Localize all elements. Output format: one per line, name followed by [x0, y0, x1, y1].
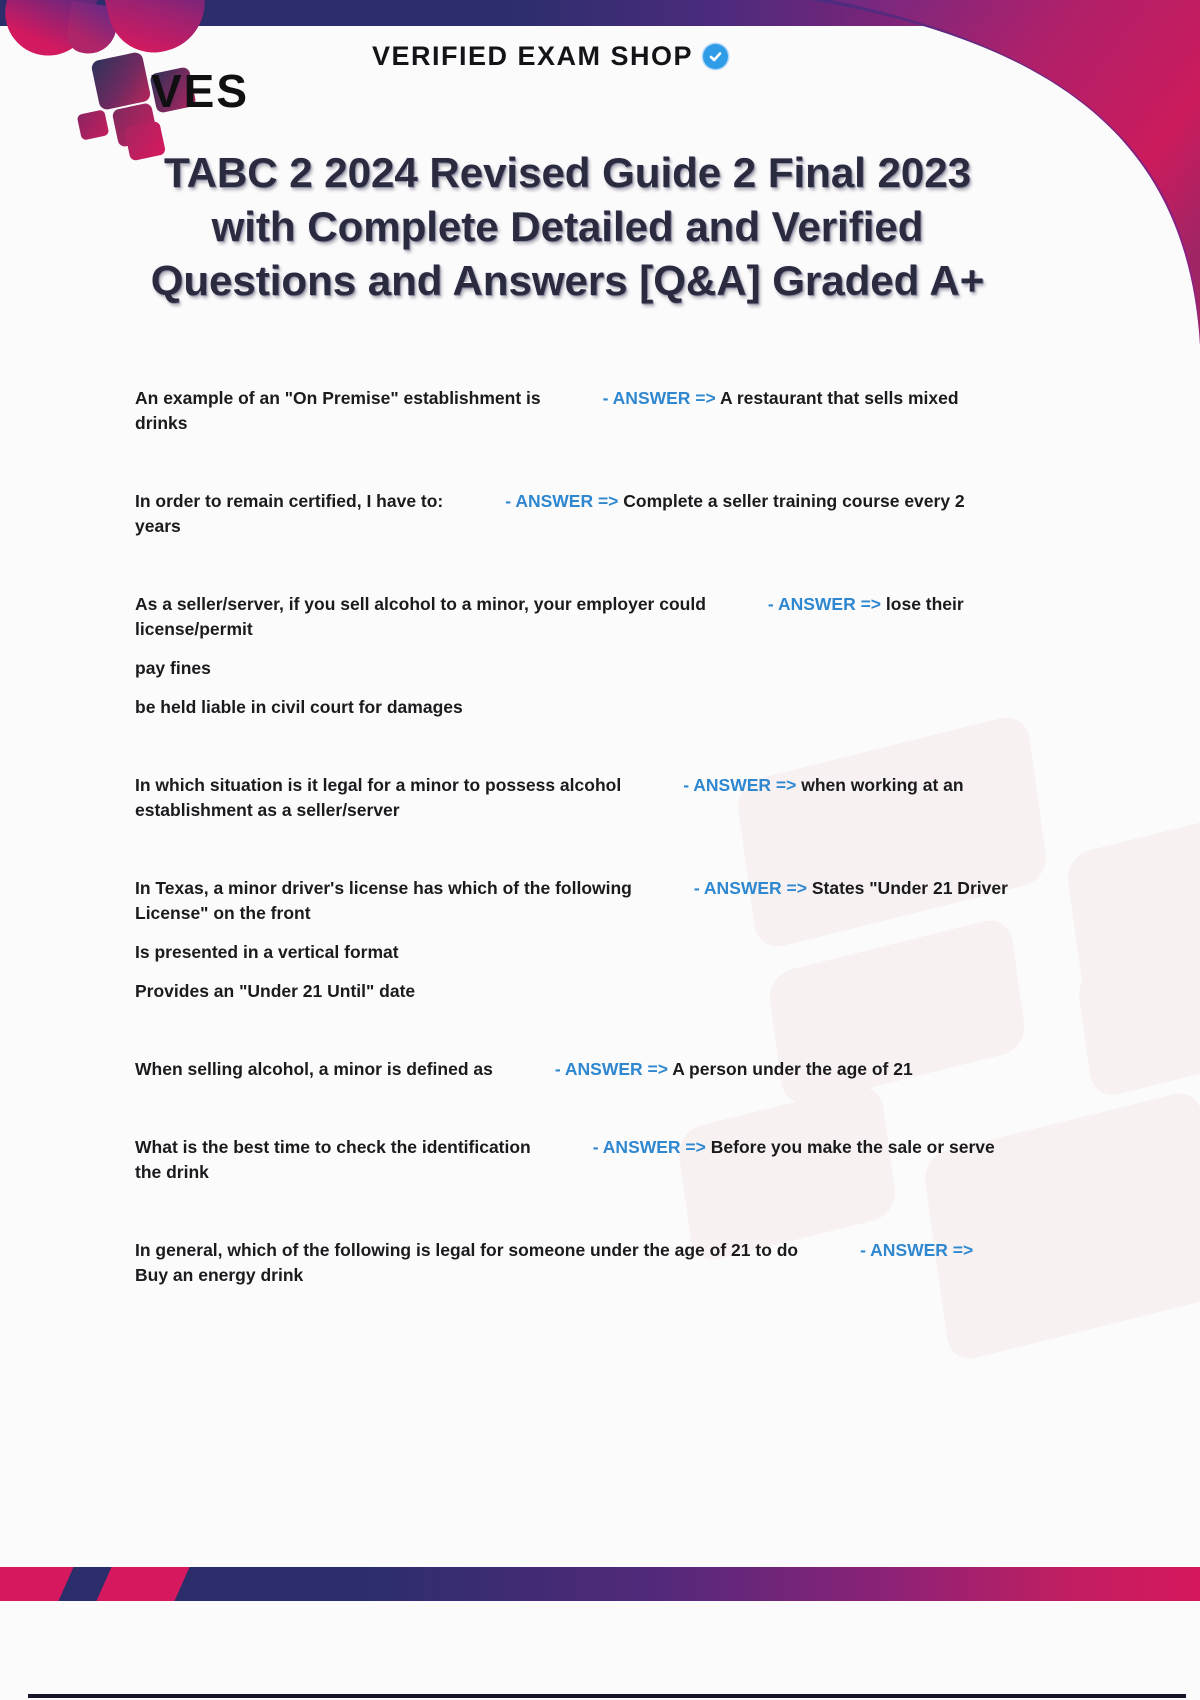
qa-item: In general, which of the following is le…: [135, 1238, 1011, 1288]
answer-label: ANSWER =>: [693, 775, 797, 795]
shop-title: VERIFIED EXAM SHOP: [371, 40, 694, 71]
qa-item: As a seller/server, if you sell alcohol …: [135, 592, 1011, 720]
answer-separator: -: [554, 1059, 561, 1079]
qa-item: In which situation is it legal for a min…: [135, 773, 1011, 823]
qa-item: In Texas, a minor driver's license has w…: [135, 876, 1011, 1004]
qa-item: When selling alcohol, a minor is defined…: [135, 1057, 1011, 1082]
qa-line: An example of an "On Premise" establishm…: [135, 386, 1011, 436]
answer-label: ANSWER =>: [602, 1137, 706, 1157]
answer-extra-line: Provides an "Under 21 Until" date: [135, 981, 416, 1001]
question-text: When selling alcohol, a minor is defined…: [135, 1059, 493, 1079]
qa-line: In general, which of the following is le…: [135, 1238, 1011, 1288]
qa-line: In which situation is it legal for a min…: [135, 773, 1011, 823]
qa-line: When selling alcohol, a minor is defined…: [135, 1057, 1011, 1082]
ves-logo: VES: [76, 50, 305, 162]
answer-extra-line: be held liable in civil court for damage…: [135, 697, 463, 717]
answer-label: ANSWER =>: [777, 594, 882, 614]
qa-line: In Texas, a minor driver's license has w…: [135, 876, 1011, 926]
qa-line: In order to remain certified, I have to:…: [135, 489, 1011, 539]
qa-line: What is the best time to check the ident…: [135, 1135, 1011, 1185]
answer-text: lose their license/permit: [135, 594, 964, 639]
answer-text: States "Under 21 Driver License" on the …: [135, 878, 1008, 923]
bottom-band-stripe: [93, 1567, 193, 1601]
qa-item: An example of an "On Premise" establishm…: [135, 386, 1011, 436]
question-text: What is the best time to check the ident…: [135, 1137, 531, 1157]
answer-text: when working at an establishment as a se…: [135, 775, 964, 820]
document-title-line: with Complete Detailed and Verified: [211, 203, 924, 250]
answer-label: ANSWER =>: [564, 1059, 668, 1079]
question-text: In order to remain certified, I have to:: [135, 491, 444, 511]
logo-square-icon: [90, 51, 152, 111]
answer-label: ANSWER =>: [515, 491, 619, 511]
answer-separator: -: [592, 1137, 599, 1157]
qa-item: In order to remain certified, I have to:…: [135, 489, 1011, 539]
answer-separator: -: [693, 878, 700, 898]
answer-text: Buy an energy drink: [135, 1265, 304, 1285]
qa-line: As a seller/server, if you sell alcohol …: [135, 592, 1011, 642]
document-title-line: Questions and Answers [Q&A] Graded A+: [150, 257, 985, 304]
answer-text: A person under the age of 21: [672, 1059, 913, 1079]
logo-text: VES: [151, 65, 250, 117]
bottom-band-stripe: [0, 1567, 77, 1601]
answer-text: A restaurant that sells mixed drinks: [135, 388, 959, 433]
document-title-line: TABC 2 2024 Revised Guide 2 Final 2023: [164, 149, 971, 196]
top-right-corner-decoration: [810, 0, 1200, 345]
bottom-border-line: [28, 1694, 1186, 1698]
answer-extra-line: Is presented in a vertical format: [135, 942, 399, 962]
logo-square-icon: [76, 109, 110, 141]
answer-extra-line: pay fines: [135, 658, 211, 678]
brand-header: VERIFIED EXAM SHOP: [230, 36, 870, 76]
answer-separator: -: [683, 775, 690, 795]
qa-item: What is the best time to check the ident…: [135, 1135, 1011, 1185]
question-text: In Texas, a minor driver's license has w…: [135, 878, 632, 898]
bottom-band-decoration: [0, 1567, 1200, 1601]
verified-badge-icon: [703, 43, 729, 69]
answer-label: ANSWER =>: [612, 388, 716, 408]
question-text: An example of an "On Premise" establishm…: [135, 388, 541, 408]
answer-separator: -: [505, 491, 512, 511]
answer-text: Before you make the sale or serve the dr…: [135, 1137, 995, 1182]
answer-separator: -: [767, 594, 774, 614]
question-text: In which situation is it legal for a min…: [135, 775, 622, 795]
document-title: TABC 2 2024 Revised Guide 2 Final 2023 wi…: [35, 146, 1100, 308]
question-text: In general, which of the following is le…: [135, 1240, 799, 1260]
question-text: As a seller/server, if you sell alcohol …: [135, 594, 706, 614]
answer-separator: -: [602, 388, 609, 408]
qa-list: An example of an "On Premise" establishm…: [135, 386, 1011, 1341]
answer-separator: -: [860, 1240, 866, 1260]
answer-label: ANSWER =>: [870, 1240, 974, 1260]
answer-text: Complete a seller training course every …: [135, 491, 965, 536]
answer-label: ANSWER =>: [703, 878, 807, 898]
